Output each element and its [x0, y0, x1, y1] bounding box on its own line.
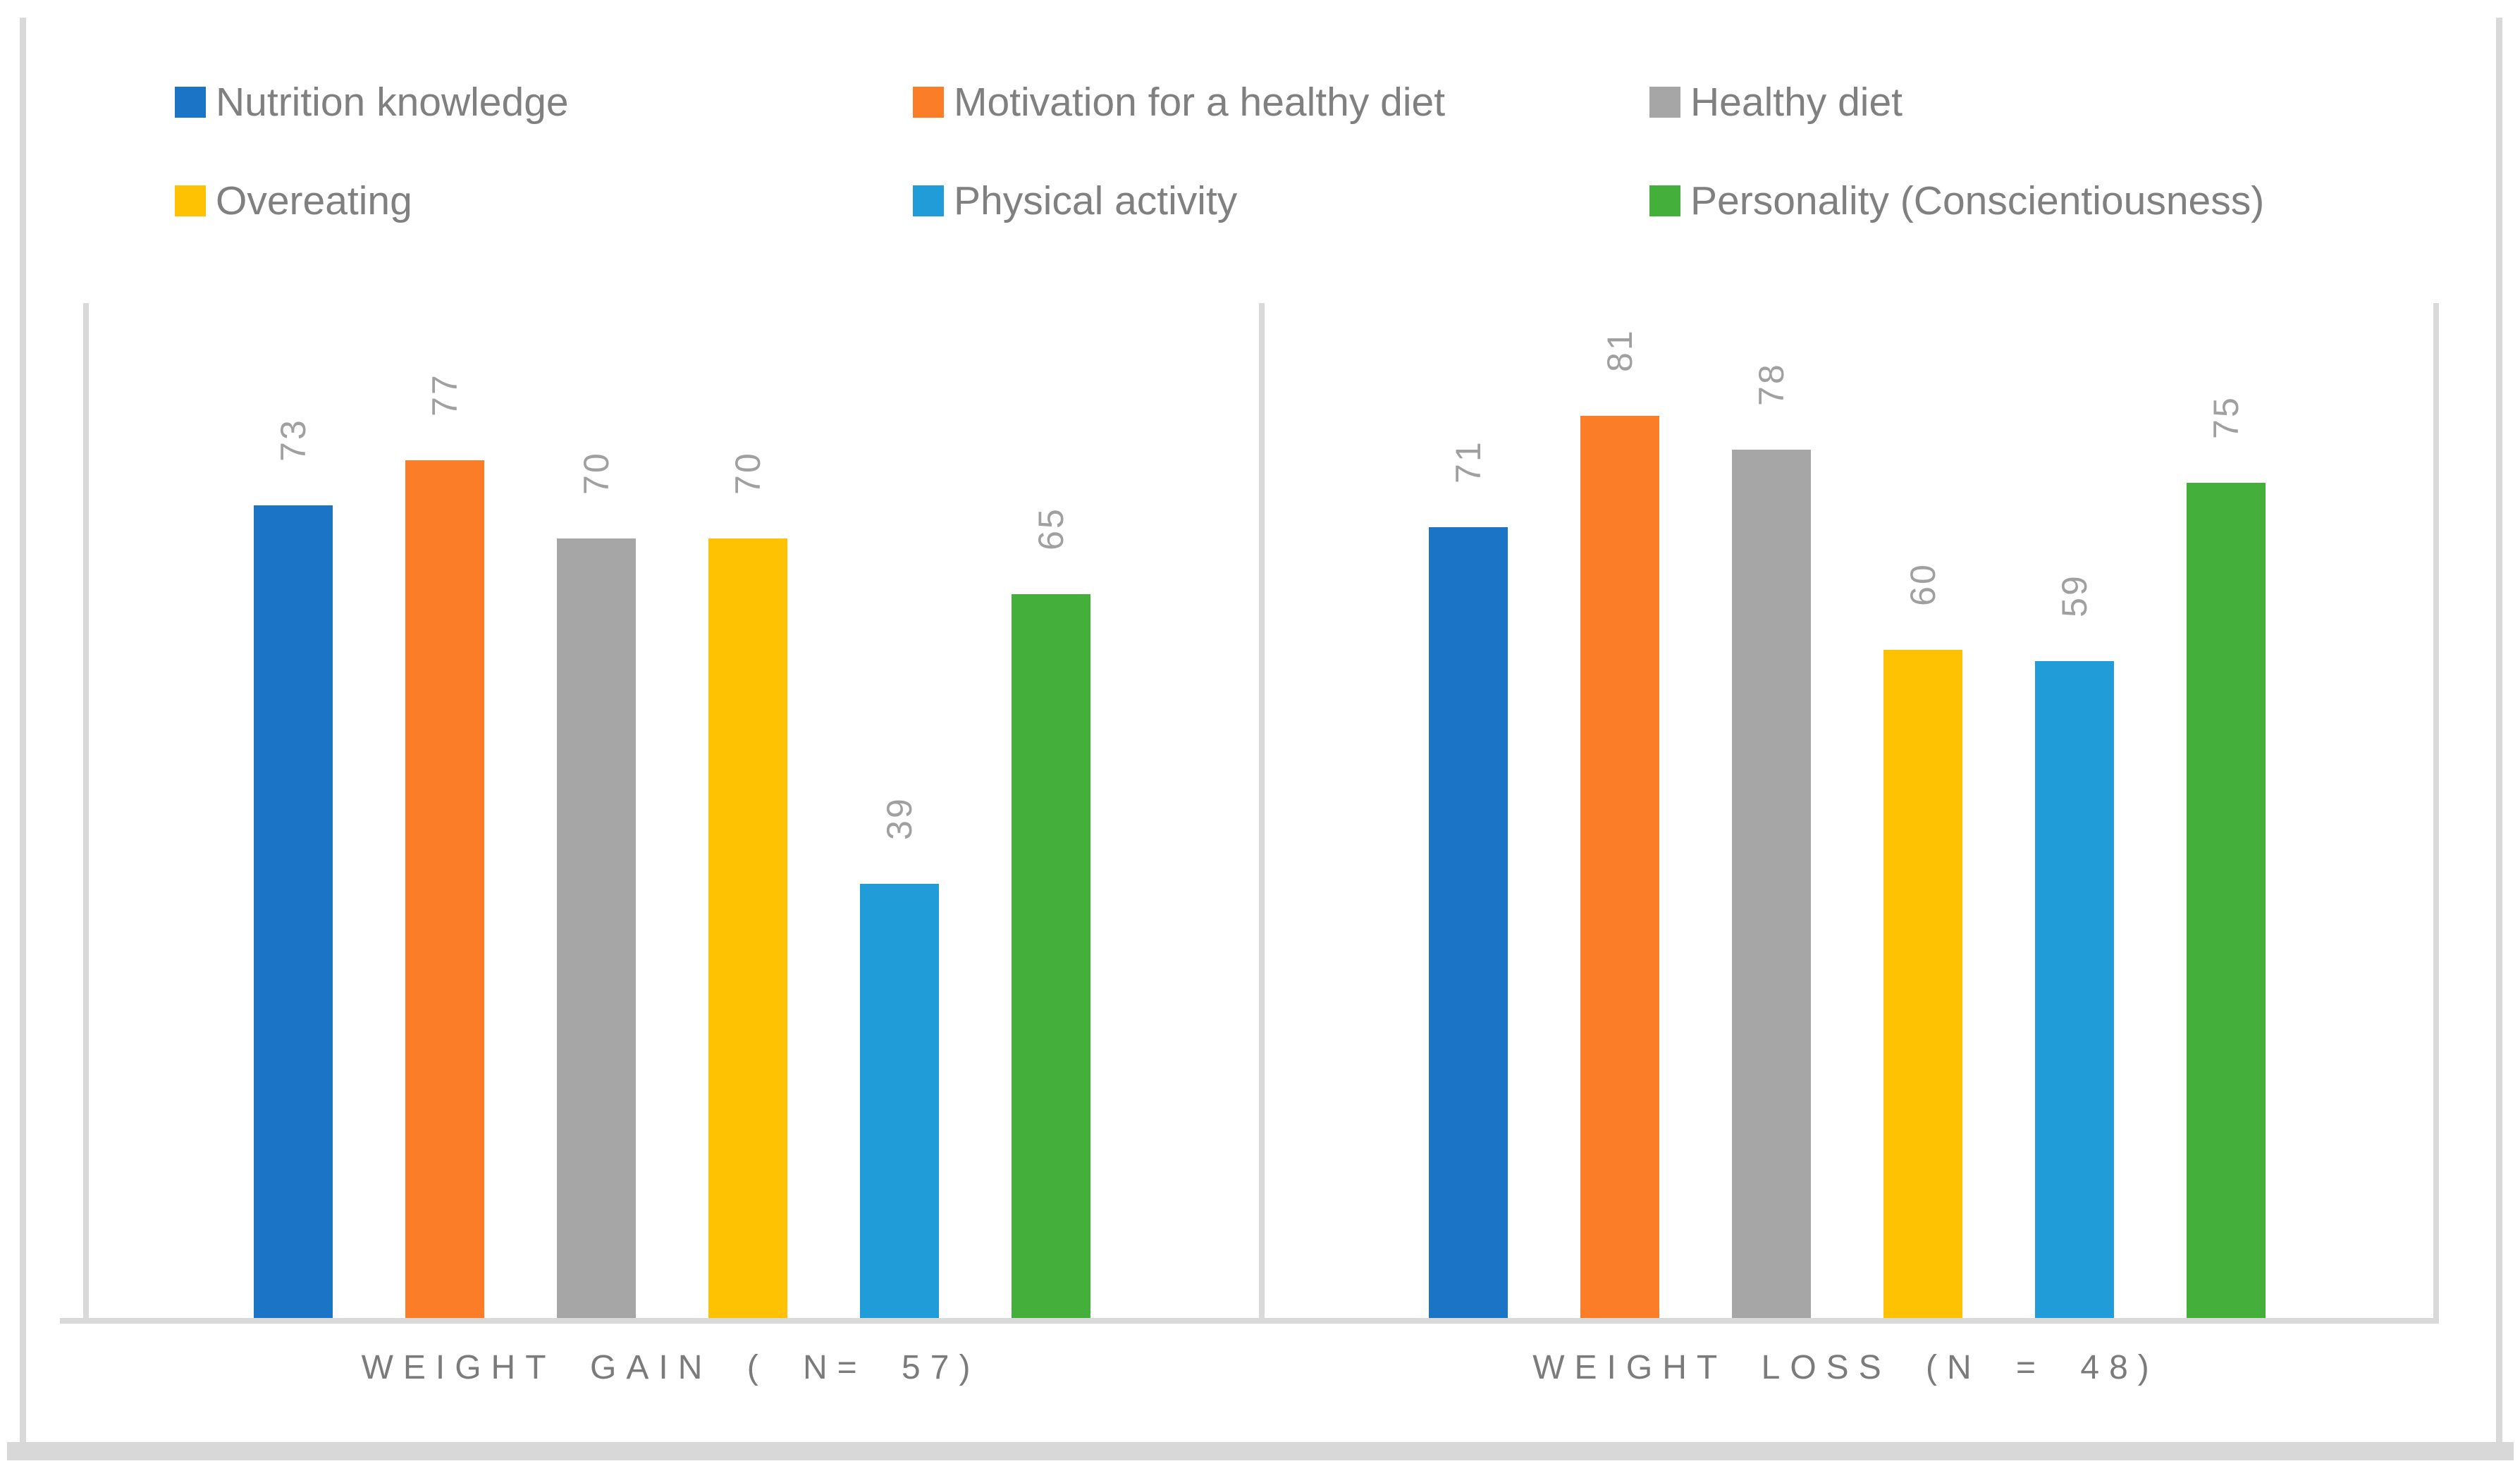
plot-right-border-line — [2433, 303, 2439, 1318]
legend-swatch-icon — [1649, 185, 1680, 216]
legend-label: Nutrition knowledge — [216, 80, 569, 125]
bar-category1-series5 — [860, 884, 939, 1318]
legend-label: Personality (Conscientiousness) — [1690, 178, 2265, 223]
legend-label: Motivation for a healthy diet — [954, 80, 1446, 125]
bar-category2-series2 — [1580, 416, 1659, 1318]
bar-category1-series2 — [405, 460, 484, 1318]
bar-value-label: 70 — [577, 451, 616, 495]
plot-area: 73 77 70 70 39 65 WEIGHT GAIN ( N= 57) 71 81 78 60… — [60, 303, 2439, 1386]
category-divider-line — [1259, 303, 1265, 1318]
bar-value-label: 60 — [1903, 562, 1943, 606]
bar-value-label: 75 — [2206, 395, 2246, 439]
frame-right-border — [2496, 18, 2502, 1448]
bar-value-label: 59 — [2055, 574, 2094, 617]
bar-value-label: 81 — [1600, 328, 1640, 372]
frame-bottom-border — [7, 1442, 2514, 1460]
legend-item-6: Personality (Conscientiousness) — [1649, 178, 2264, 224]
bar-value-label: 77 — [425, 373, 465, 417]
legend-label: Overeating — [216, 178, 412, 223]
bar-category1-series3 — [557, 538, 636, 1318]
bar-category2-series5 — [2035, 661, 2114, 1318]
category-axis-label: WEIGHT GAIN ( N= 57) — [361, 1349, 981, 1386]
bar-value-label: 65 — [1031, 507, 1071, 550]
legend-label: Physical activity — [954, 178, 1238, 223]
legend-item-1: Nutrition knowledge — [175, 79, 569, 125]
bar-category1-series4 — [708, 538, 787, 1318]
bar-value-label: 71 — [1449, 440, 1488, 483]
bar-value-label: 78 — [1752, 362, 1791, 406]
bar-category2-series1 — [1429, 527, 1508, 1318]
y-axis-line — [83, 303, 89, 1318]
legend-item-3: Healthy diet — [1649, 79, 1903, 125]
bar-category1-series1 — [254, 505, 333, 1318]
legend-swatch-icon — [175, 87, 206, 118]
bar-category2-series4 — [1883, 650, 1962, 1318]
bar-value-label: 70 — [728, 451, 768, 495]
legend-swatch-icon — [1649, 87, 1680, 118]
legend-item-5: Physical activity — [913, 178, 1237, 224]
legend-swatch-icon — [913, 87, 944, 118]
bar-category2-series3 — [1732, 450, 1811, 1318]
legend-swatch-icon — [913, 185, 944, 216]
bar-value-label: 73 — [273, 418, 313, 462]
bar-value-label: 39 — [880, 796, 919, 840]
bar-category1-series6 — [1012, 594, 1090, 1318]
category-axis-label: WEIGHT LOSS (N = 48) — [1532, 1349, 2159, 1386]
legend-item-2: Motivation for a healthy diet — [913, 79, 1445, 125]
legend-swatch-icon — [175, 185, 206, 216]
frame-left-border — [20, 18, 26, 1448]
legend-label: Healthy diet — [1690, 80, 1903, 125]
bar-category2-series6 — [2187, 483, 2266, 1318]
legend-item-4: Overeating — [175, 178, 412, 224]
